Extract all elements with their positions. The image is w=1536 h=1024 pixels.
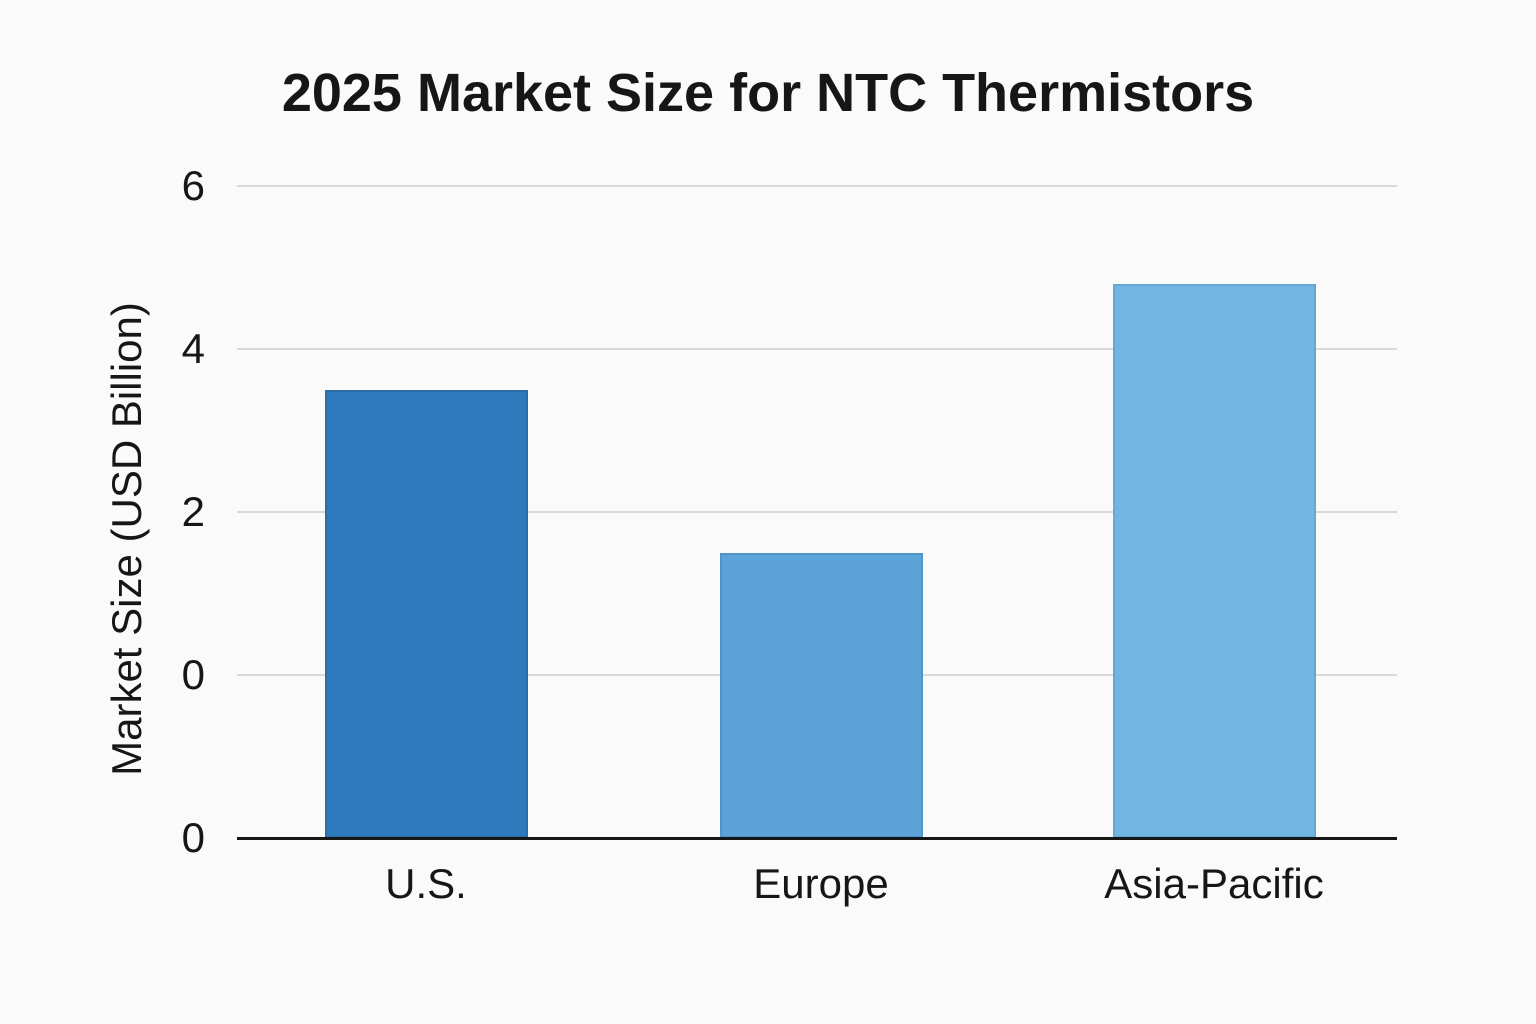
y-tick-label: 2 — [181, 488, 205, 535]
chart-title: 2025 Market Size for NTC Thermistors — [281, 63, 1255, 123]
bar-asia-pacific — [1112, 283, 1316, 838]
x-tick-label-u-s: U.S. — [385, 860, 467, 907]
gridline — [237, 511, 1397, 513]
y-axis-title: Market Size (USD Billion) — [103, 302, 150, 776]
gridline — [237, 185, 1397, 187]
x-axis-line — [237, 836, 1397, 840]
x-tick-label-europe: Europe — [753, 860, 889, 907]
bar-europe — [719, 552, 923, 838]
y-tick-label: 0 — [181, 814, 205, 861]
gridline — [237, 348, 1397, 350]
y-tick-label: 6 — [181, 162, 205, 209]
x-tick-label-asia-pacific: Asia-Pacific — [1104, 860, 1324, 907]
y-tick-label: 0 — [181, 651, 205, 698]
y-tick-label: 4 — [181, 325, 205, 372]
bar-u-s — [324, 389, 528, 838]
